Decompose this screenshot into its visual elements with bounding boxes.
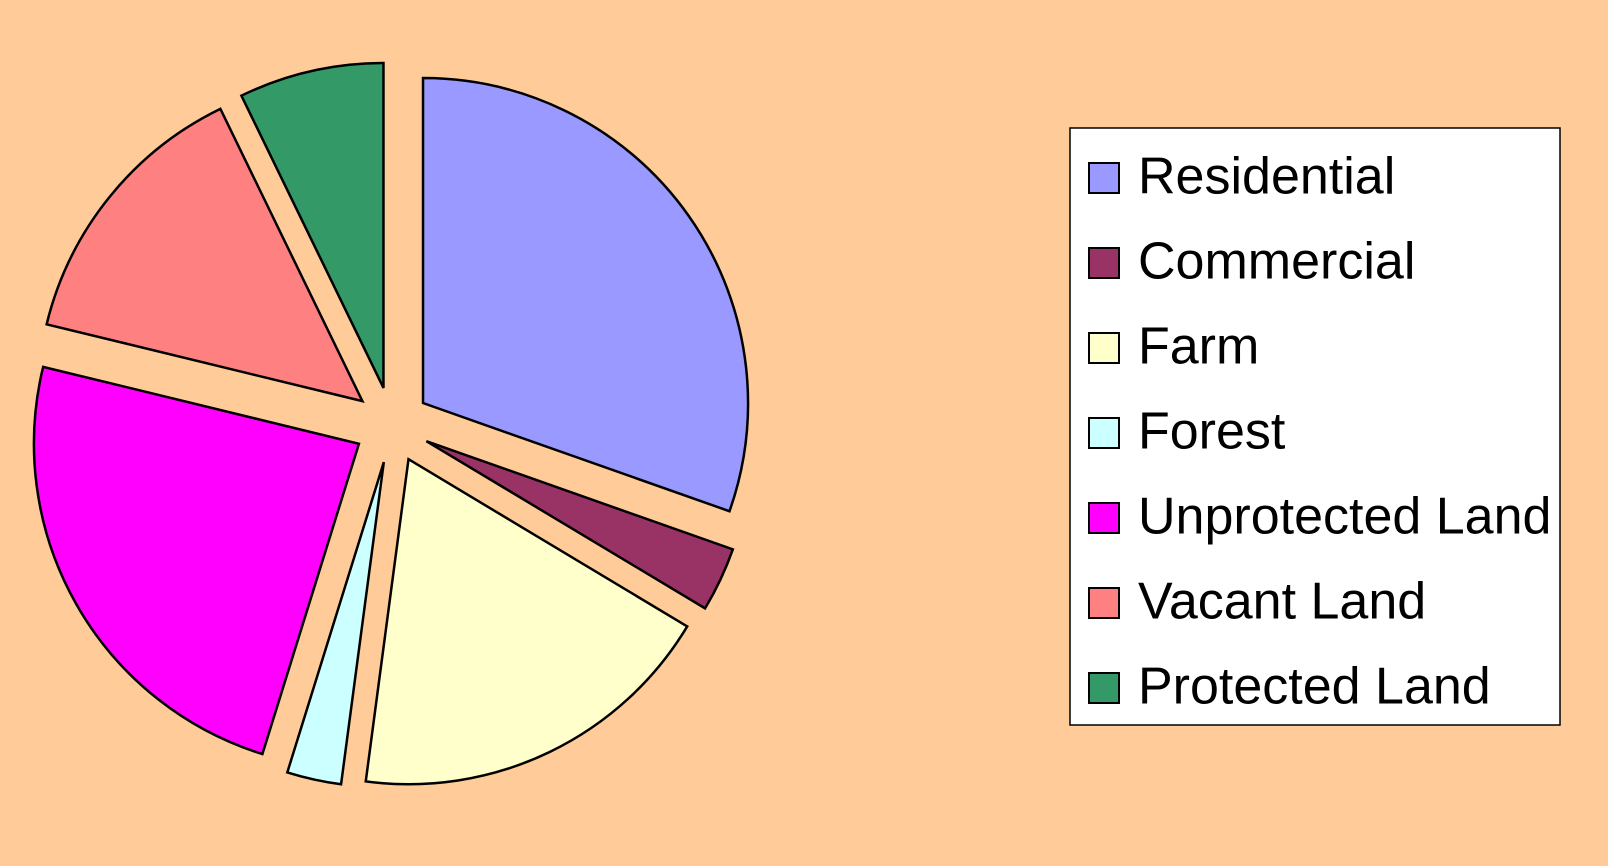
pie-slice (45, 107, 365, 403)
legend-label: Commercial (1138, 233, 1415, 291)
legend-label: Unprotected Land (1138, 488, 1551, 546)
pie-slice (421, 76, 750, 513)
legend-swatch (1088, 502, 1120, 534)
legend-swatch (1088, 587, 1120, 619)
legend-label: Forest (1138, 403, 1286, 461)
legend-swatch (1088, 247, 1120, 279)
pie-slice (239, 61, 385, 389)
pie-slice (285, 461, 386, 786)
legend-swatch (1088, 162, 1120, 194)
legend-swatch (1088, 332, 1120, 364)
legend-label: Residential (1138, 148, 1395, 206)
pie-slice (32, 365, 361, 756)
legend-box (1069, 127, 1561, 726)
legend-swatch (1088, 417, 1120, 449)
pie-slice (425, 440, 735, 611)
legend-label: Farm (1138, 318, 1259, 376)
pie-slice (364, 457, 689, 786)
legend-swatch (1088, 672, 1120, 704)
legend-label: Protected Land (1138, 658, 1491, 716)
legend-label: Vacant Land (1138, 573, 1426, 631)
